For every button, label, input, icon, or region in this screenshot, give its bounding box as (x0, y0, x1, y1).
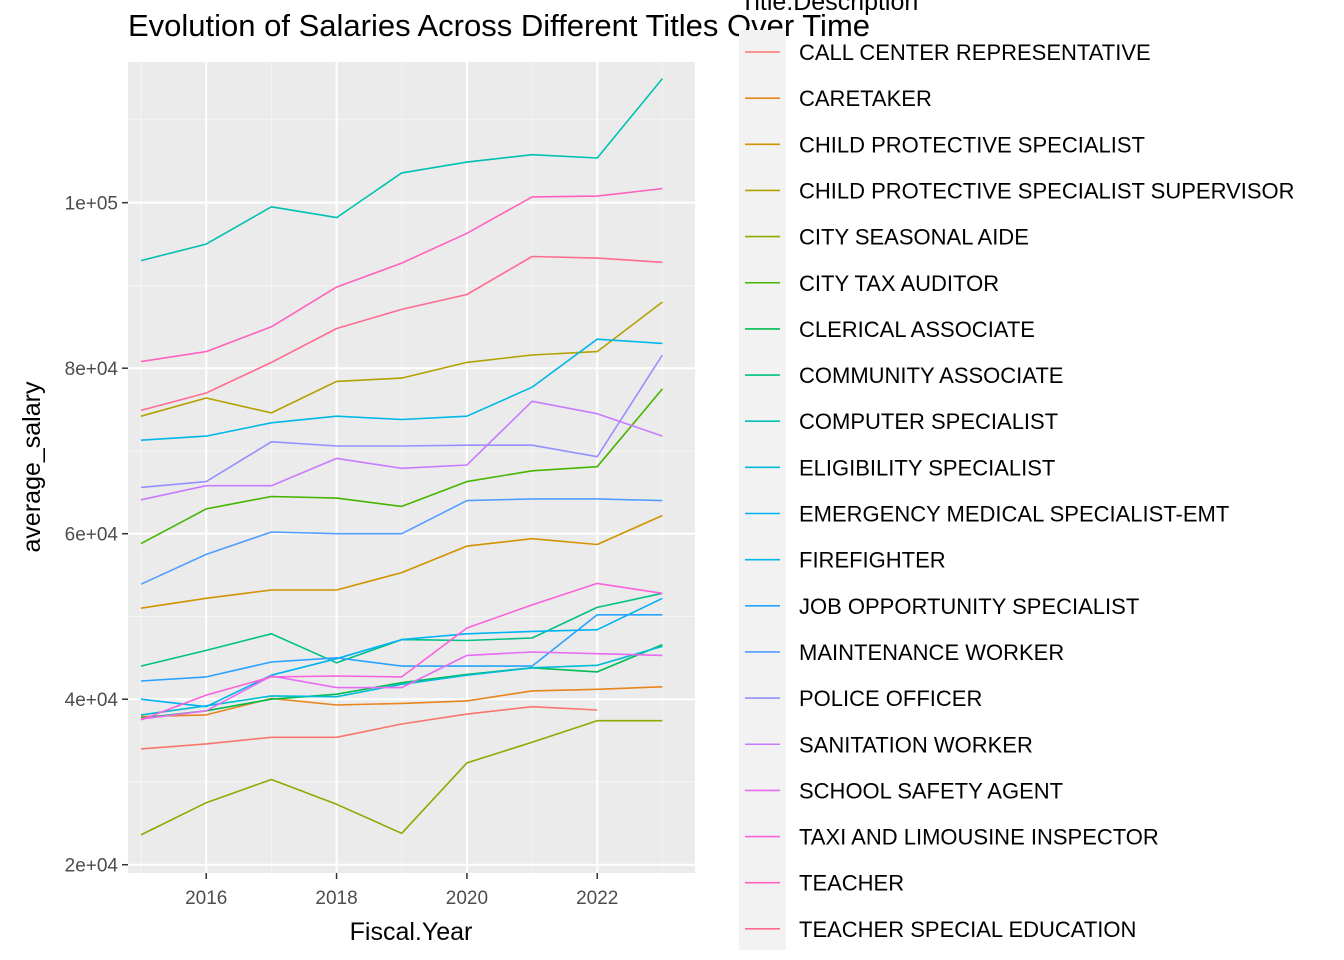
x-tick-label: 2022 (576, 888, 618, 909)
series-line (140, 645, 663, 716)
legend-label: JOB OPPORTUNITY SPECIALIST (799, 594, 1139, 619)
y-tick-label: 4e+04 (65, 690, 119, 711)
series-line (140, 498, 663, 585)
series-line (140, 582, 663, 721)
legend-label: CALL CENTER REPRESENTATIVE (799, 40, 1151, 65)
legend-label: POLICE OFFICER (799, 686, 982, 711)
series-line (140, 643, 663, 719)
series-line (140, 400, 663, 501)
series-line (140, 613, 663, 682)
legend-key-background (739, 30, 786, 950)
series-line (140, 597, 663, 708)
y-tick-label: 6e+04 (65, 525, 119, 546)
y-tick-label: 8e+04 (65, 359, 119, 380)
series-line (140, 255, 663, 412)
legend-label: SCHOOL SAFETY AGENT (799, 778, 1063, 803)
series-line (140, 514, 663, 609)
series-line (140, 187, 663, 363)
legend-label: COMPUTER SPECIALIST (799, 409, 1058, 434)
x-tick-label: 2018 (315, 888, 357, 909)
x-axis-title: Fiscal.Year (350, 918, 473, 946)
grid-major (128, 62, 695, 873)
legend-label: TEACHER (799, 871, 904, 896)
y-tick-label: 1e+05 (65, 194, 118, 215)
series-line (140, 651, 663, 720)
series-line (140, 338, 663, 441)
y-tick-label: 2e+04 (65, 856, 119, 877)
legend-label: MAINTENANCE WORKER (799, 640, 1064, 665)
legend-label: SANITATION WORKER (799, 732, 1033, 757)
series-line (140, 719, 663, 836)
x-tick-label: 2020 (446, 888, 488, 909)
legend-label: EMERGENCY MEDICAL SPECIALIST-EMT (799, 502, 1229, 527)
y-axis: 2e+04 4e+04 6e+04 8e+04 1e+05 (65, 194, 128, 877)
series-line (140, 78, 664, 262)
legend-label: TEACHER SPECIAL EDUCATION (799, 917, 1136, 942)
legend: CALL CENTER REPRESENTATIVE CARETAKER CHILD… (739, 30, 1295, 950)
series-lines (140, 78, 664, 836)
legend-label: CHILD PROTECTIVE SPECIALIST SUPERVISOR (799, 178, 1295, 203)
legend-label: ELIGIBILITY SPECIALIST (799, 455, 1055, 480)
y-axis-title: average_salary (18, 381, 46, 552)
legend-label: CITY TAX AUDITOR (799, 271, 999, 296)
legend-title: Title.Description (740, 0, 918, 16)
legend-label: CITY SEASONAL AIDE (799, 225, 1029, 250)
legend-label: FIREFIGHTER (799, 548, 946, 573)
series-line (140, 354, 664, 489)
legend-label: CLERICAL ASSOCIATE (799, 317, 1035, 342)
series-line (140, 388, 664, 545)
series-line (140, 301, 663, 417)
legend-label: CARETAKER (799, 86, 932, 111)
x-axis: 2016 2018 2020 2022 (185, 873, 618, 909)
legend-label: TAXI AND LIMOUSINE INSPECTOR (799, 825, 1159, 850)
series-line (140, 705, 598, 750)
series-line (140, 686, 663, 718)
legend-label: CHILD PROTECTIVE SPECIALIST (799, 132, 1145, 157)
legend-label: COMMUNITY ASSOCIATE (799, 363, 1063, 388)
x-tick-label: 2016 (185, 888, 227, 909)
